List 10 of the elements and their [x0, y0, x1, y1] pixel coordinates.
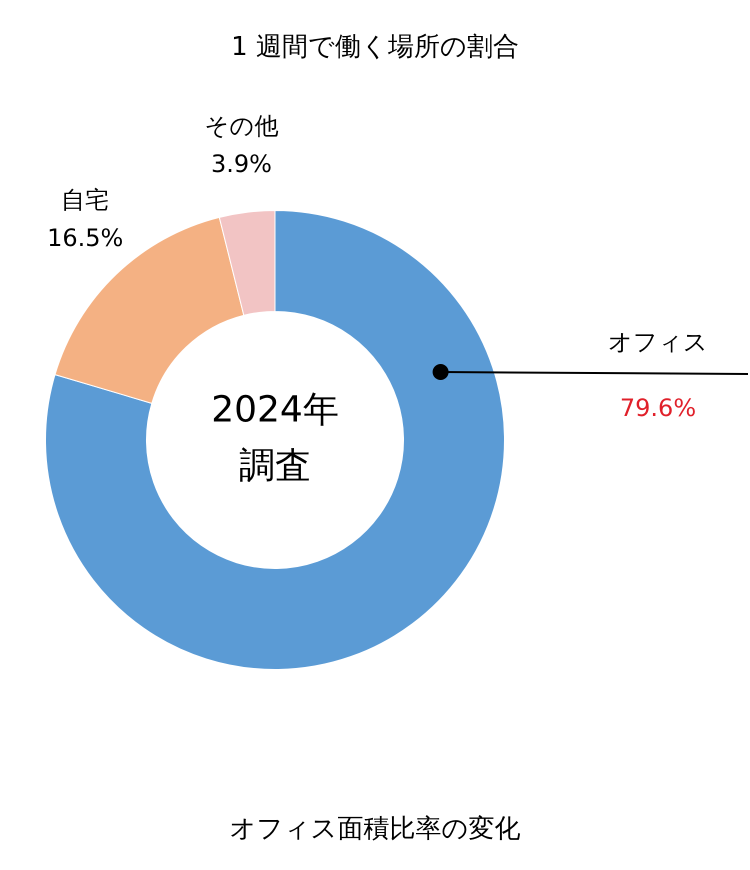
- text: 2024年: [211, 389, 339, 430]
- data-label: 16.5%: [47, 224, 124, 252]
- slice-label: 自宅: [61, 186, 110, 214]
- data-label: 79.6%: [620, 394, 696, 422]
- data-label: 3.9%: [210, 150, 272, 178]
- text: 調査: [239, 445, 311, 486]
- text: オフィス面積比率の変化: [230, 814, 520, 844]
- slice-label: オフィス: [608, 328, 708, 356]
- chart-title: 1 週間で働く場所の割合: [231, 32, 519, 62]
- slice-label: その他: [204, 112, 278, 140]
